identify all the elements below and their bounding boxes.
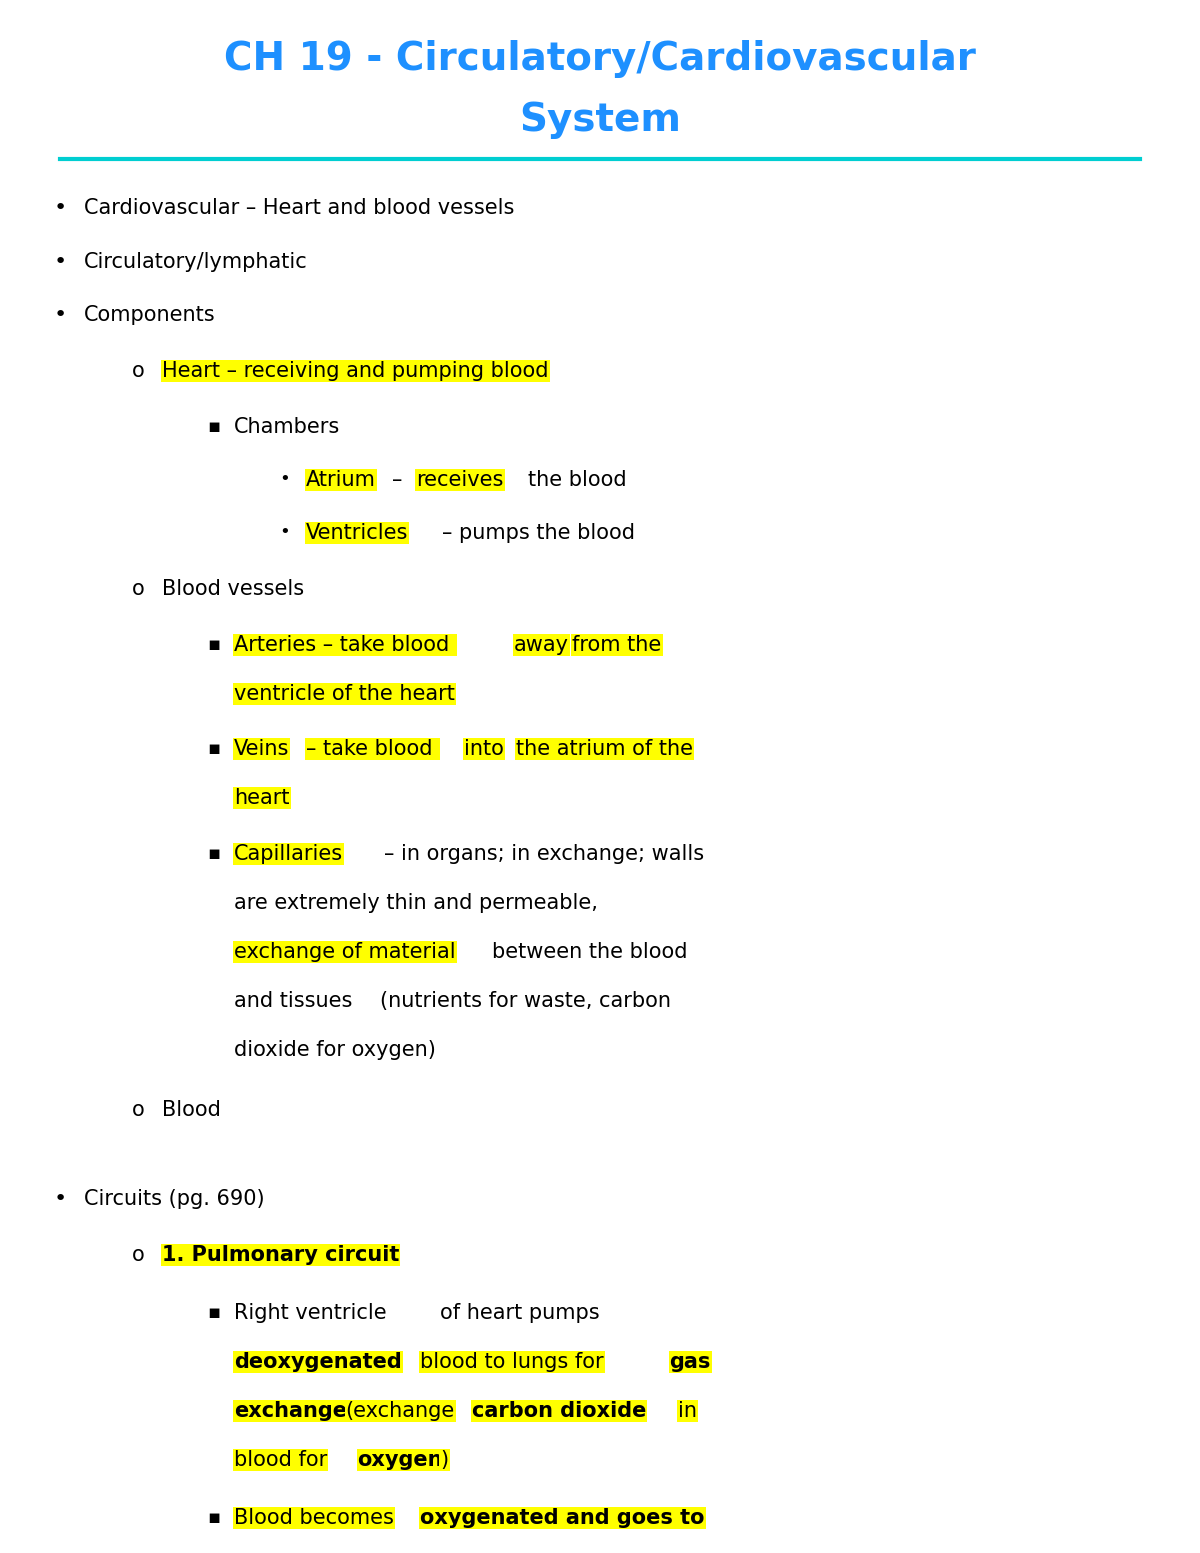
- Text: •: •: [280, 471, 290, 488]
- Text: and tissues: and tissues: [234, 991, 353, 1011]
- Text: – in organs; in exchange; walls: – in organs; in exchange; walls: [384, 845, 704, 863]
- Text: ventricle of the heart: ventricle of the heart: [234, 683, 455, 704]
- Text: – pumps the blood: – pumps the blood: [442, 523, 635, 544]
- Text: ): ): [440, 1449, 449, 1469]
- Text: of heart pumps: of heart pumps: [440, 1303, 600, 1323]
- Text: Blood vessels: Blood vessels: [162, 579, 304, 599]
- Text: o: o: [132, 579, 145, 599]
- Text: o: o: [132, 360, 145, 380]
- Text: exchange of material: exchange of material: [234, 943, 456, 961]
- Text: CH 19 - Circulatory/Cardiovascular: CH 19 - Circulatory/Cardiovascular: [224, 40, 976, 79]
- Text: •: •: [54, 1190, 67, 1210]
- Text: Blood: Blood: [162, 1100, 221, 1120]
- Text: in: in: [678, 1401, 697, 1421]
- Text: the atrium of the: the atrium of the: [516, 739, 694, 759]
- Text: carbon dioxide: carbon dioxide: [472, 1401, 646, 1421]
- Text: dioxide for oxygen): dioxide for oxygen): [234, 1041, 436, 1061]
- Text: Components: Components: [84, 306, 216, 325]
- Text: exchange: exchange: [234, 1401, 347, 1421]
- Text: – take blood: – take blood: [306, 739, 439, 759]
- Text: ▪: ▪: [208, 845, 221, 863]
- Text: oxygenated and goes to: oxygenated and goes to: [420, 1508, 704, 1528]
- Text: the blood: the blood: [528, 471, 626, 491]
- Text: between the blood: between the blood: [492, 943, 688, 961]
- Text: •: •: [54, 199, 67, 219]
- Text: away: away: [514, 635, 569, 655]
- Text: ▪: ▪: [208, 739, 221, 758]
- Text: Ventricles: Ventricles: [306, 523, 408, 544]
- Text: ▪: ▪: [208, 1508, 221, 1527]
- Text: oxygen: oxygen: [358, 1449, 443, 1469]
- Text: Atrium: Atrium: [306, 471, 376, 491]
- Text: heart: heart: [234, 789, 289, 809]
- Text: ▪: ▪: [208, 1303, 221, 1322]
- Text: •: •: [54, 252, 67, 272]
- Text: receives: receives: [416, 471, 504, 491]
- Text: Circulatory/lymphatic: Circulatory/lymphatic: [84, 252, 307, 272]
- Text: Heart – receiving and pumping blood: Heart – receiving and pumping blood: [162, 360, 548, 380]
- Text: Circuits (pg. 690): Circuits (pg. 690): [84, 1190, 265, 1210]
- Text: Capillaries: Capillaries: [234, 845, 343, 863]
- Text: Cardiovascular – Heart and blood vessels: Cardiovascular – Heart and blood vessels: [84, 199, 515, 219]
- Text: Blood becomes: Blood becomes: [234, 1508, 394, 1528]
- Text: from the: from the: [572, 635, 661, 655]
- Text: o: o: [132, 1100, 145, 1120]
- Text: System: System: [520, 101, 682, 140]
- Text: (exchange: (exchange: [346, 1401, 455, 1421]
- Text: blood for: blood for: [234, 1449, 328, 1469]
- Text: gas: gas: [670, 1351, 710, 1371]
- Text: deoxygenated: deoxygenated: [234, 1351, 402, 1371]
- Text: –: –: [392, 471, 403, 491]
- Text: •: •: [280, 523, 290, 542]
- Text: ▪: ▪: [208, 635, 221, 654]
- Text: ▪: ▪: [208, 416, 221, 435]
- Text: •: •: [54, 306, 67, 325]
- Text: into: into: [464, 739, 504, 759]
- Text: 1. Pulmonary circuit: 1. Pulmonary circuit: [162, 1246, 400, 1264]
- Text: o: o: [132, 1246, 145, 1264]
- Text: Arteries – take blood: Arteries – take blood: [234, 635, 456, 655]
- Text: (nutrients for waste, carbon: (nutrients for waste, carbon: [380, 991, 672, 1011]
- Text: Chambers: Chambers: [234, 416, 341, 436]
- Text: Right ventricle: Right ventricle: [234, 1303, 386, 1323]
- Text: blood to lungs for: blood to lungs for: [420, 1351, 604, 1371]
- Text: are extremely thin and permeable,: are extremely thin and permeable,: [234, 893, 598, 913]
- Text: Veins: Veins: [234, 739, 289, 759]
